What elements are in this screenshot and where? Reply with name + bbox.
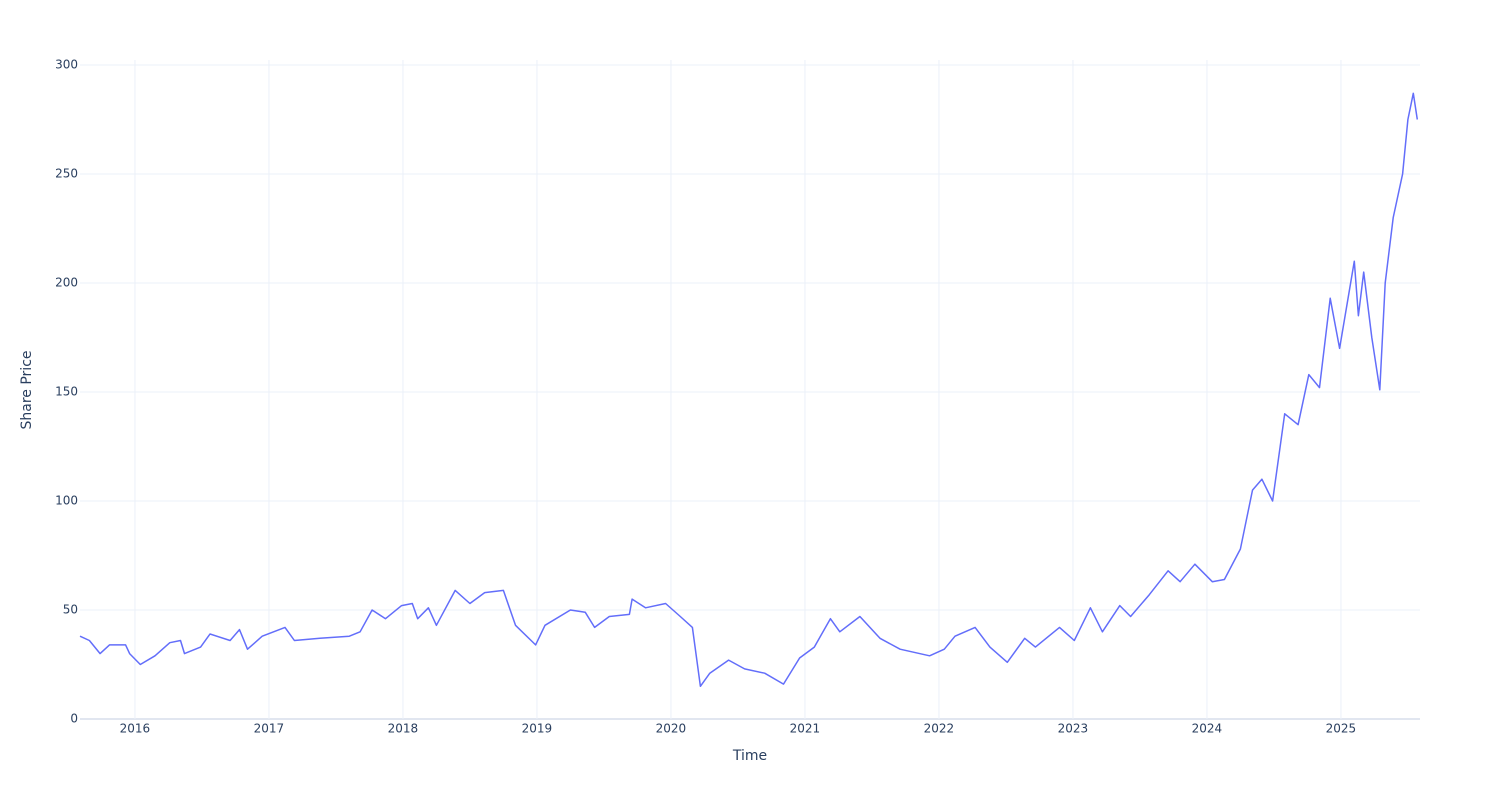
x-tick-label: 2022: [924, 722, 955, 736]
x-tick-label: 2020: [656, 722, 687, 736]
y-tick-label: 300: [55, 58, 78, 72]
y-tick-label: 250: [55, 167, 78, 181]
x-tick-label: 2023: [1058, 722, 1089, 736]
price-line: [79, 92, 1419, 688]
y-tick-label: 200: [55, 276, 78, 290]
y-tick-label: 100: [55, 494, 78, 508]
x-axis-title: Time: [732, 748, 767, 764]
x-tick-label: 2017: [254, 722, 285, 736]
x-tick-label: 2024: [1192, 722, 1223, 736]
x-tick-label: 2021: [790, 722, 821, 736]
x-tick-label: 2019: [522, 722, 553, 736]
y-tick-label: 0: [70, 712, 78, 726]
y-axis-title: Share Price: [19, 350, 35, 429]
y-tick-label: 150: [55, 385, 78, 399]
x-tick-label: 2018: [388, 722, 419, 736]
x-tick-label: 2016: [120, 722, 151, 736]
x-tick-label: 2025: [1326, 722, 1357, 736]
y-tick-label: 50: [63, 603, 78, 617]
